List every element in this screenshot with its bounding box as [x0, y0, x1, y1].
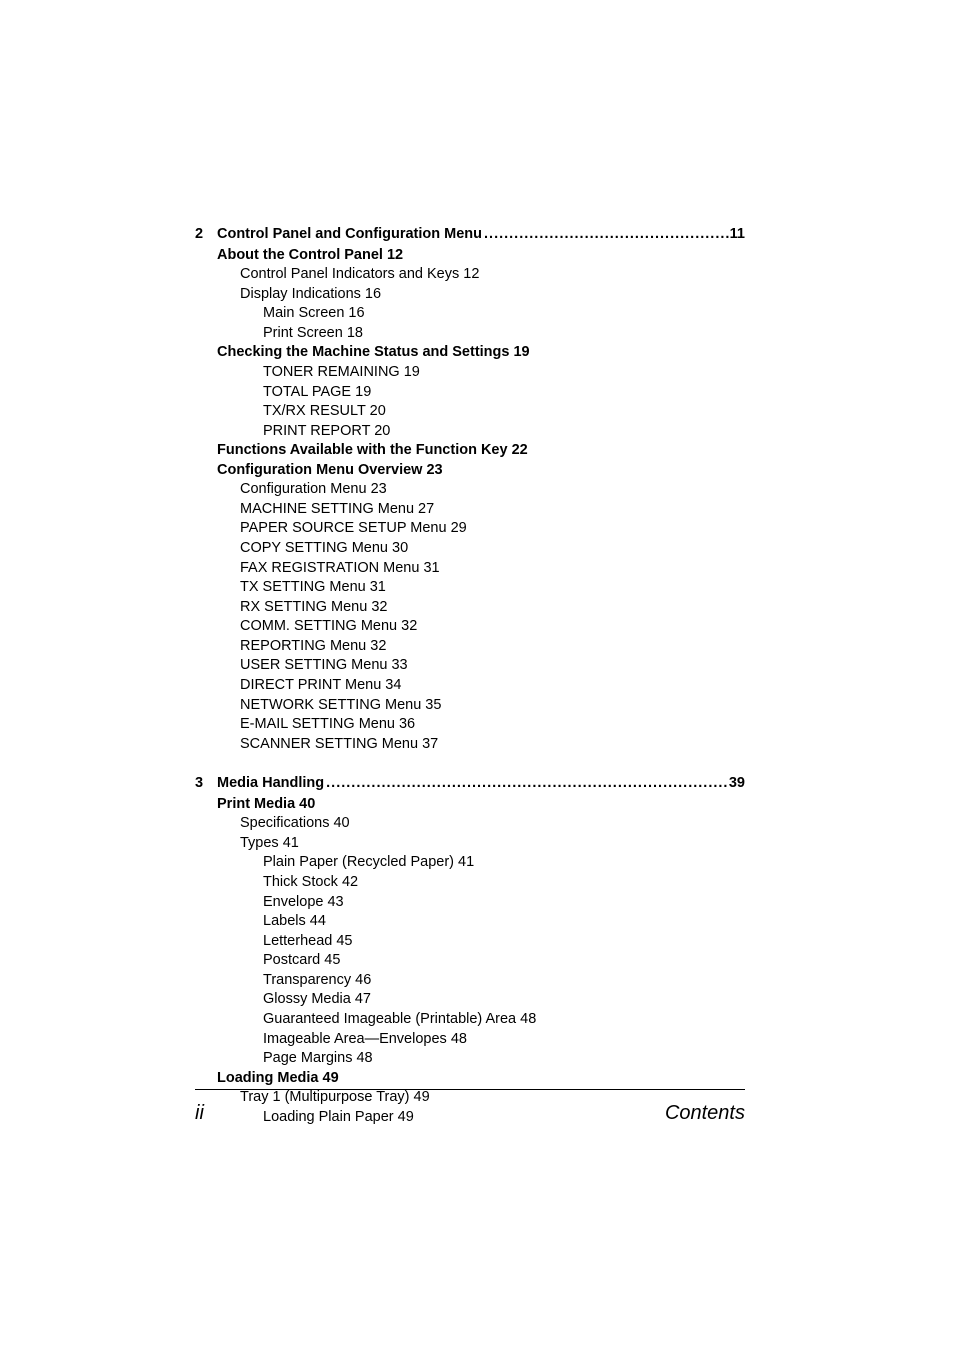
toc-entry: Control Panel Indicators and Keys 12 — [240, 265, 745, 285]
toc-subentry: Postcard 45 — [263, 951, 745, 971]
toc-subentry: Thick Stock 42 — [263, 873, 745, 893]
chapter-3-row: 3 Media Handling .......................… — [195, 774, 745, 794]
chapter-3-num: 3 — [195, 774, 217, 794]
section-name: Contents — [665, 1102, 745, 1125]
toc-subentry: Labels 44 — [263, 912, 745, 932]
toc-entry: DIRECT PRINT Menu 34 — [240, 676, 745, 696]
chapter-2-leaders: ........................................… — [482, 225, 730, 245]
toc-subentry: Guaranteed Imageable (Printable) Area 48 — [263, 1010, 745, 1030]
chapter-3-title: Media Handling — [217, 774, 324, 794]
toc-entry: NETWORK SETTING Menu 35 — [240, 696, 745, 716]
page-number: ii — [195, 1102, 204, 1125]
section-loading-media: Loading Media 49 — [217, 1069, 745, 1089]
toc-subentry: Print Screen 18 — [263, 324, 745, 344]
toc-entry: RX SETTING Menu 32 — [240, 598, 745, 618]
toc-subentry: Page Margins 48 — [263, 1049, 745, 1069]
chapter-2-page: 11 — [730, 225, 745, 245]
section-checking-status: Checking the Machine Status and Settings… — [217, 343, 745, 363]
toc-subentry: TX/RX RESULT 20 — [263, 402, 745, 422]
page: 2 Control Panel and Configuration Menu .… — [0, 0, 954, 1350]
section-print-media: Print Media 40 — [217, 795, 745, 815]
chapter-2-num: 2 — [195, 225, 217, 245]
toc-entry: Configuration Menu 23 — [240, 480, 745, 500]
toc-entry: Specifications 40 — [240, 814, 745, 834]
toc-entry: SCANNER SETTING Menu 37 — [240, 735, 745, 755]
section-config-menu-overview: Configuration Menu Overview 23 — [217, 461, 745, 481]
toc-subentry: TONER REMAINING 19 — [263, 363, 745, 383]
chapter-2-row: 2 Control Panel and Configuration Menu .… — [195, 225, 745, 245]
toc-subentry: TOTAL PAGE 19 — [263, 383, 745, 403]
toc-subentry: Letterhead 45 — [263, 932, 745, 952]
toc-entry: E-MAIL SETTING Menu 36 — [240, 715, 745, 735]
toc-entry: FAX REGISTRATION Menu 31 — [240, 559, 745, 579]
toc-entry: Types 41 — [240, 834, 745, 854]
toc-subentry: PRINT REPORT 20 — [263, 422, 745, 442]
chapter-3-leaders: ........................................… — [324, 774, 729, 794]
toc-subentry: Plain Paper (Recycled Paper) 41 — [263, 853, 745, 873]
toc-subentry: Envelope 43 — [263, 893, 745, 913]
chapter-3-page: 39 — [729, 774, 745, 794]
toc-subentry: Transparency 46 — [263, 971, 745, 991]
toc-entry: Display Indications 16 — [240, 285, 745, 305]
toc-entry: COMM. SETTING Menu 32 — [240, 617, 745, 637]
section-functions-available: Functions Available with the Function Ke… — [217, 441, 745, 461]
toc-entry: COPY SETTING Menu 30 — [240, 539, 745, 559]
footer-rule — [195, 1089, 745, 1090]
toc-subentry: Imageable Area—Envelopes 48 — [263, 1030, 745, 1050]
toc-subentry: Main Screen 16 — [263, 304, 745, 324]
toc-entry: USER SETTING Menu 33 — [240, 656, 745, 676]
toc-entry: MACHINE SETTING Menu 27 — [240, 500, 745, 520]
toc-entry: REPORTING Menu 32 — [240, 637, 745, 657]
toc-entry: TX SETTING Menu 31 — [240, 578, 745, 598]
section-about-control-panel: About the Control Panel 12 — [217, 246, 745, 266]
chapter-2-title: Control Panel and Configuration Menu — [217, 225, 482, 245]
toc-subentry: Glossy Media 47 — [263, 990, 745, 1010]
toc-entry: PAPER SOURCE SETUP Menu 29 — [240, 519, 745, 539]
toc-content: 2 Control Panel and Configuration Menu .… — [195, 225, 745, 1127]
